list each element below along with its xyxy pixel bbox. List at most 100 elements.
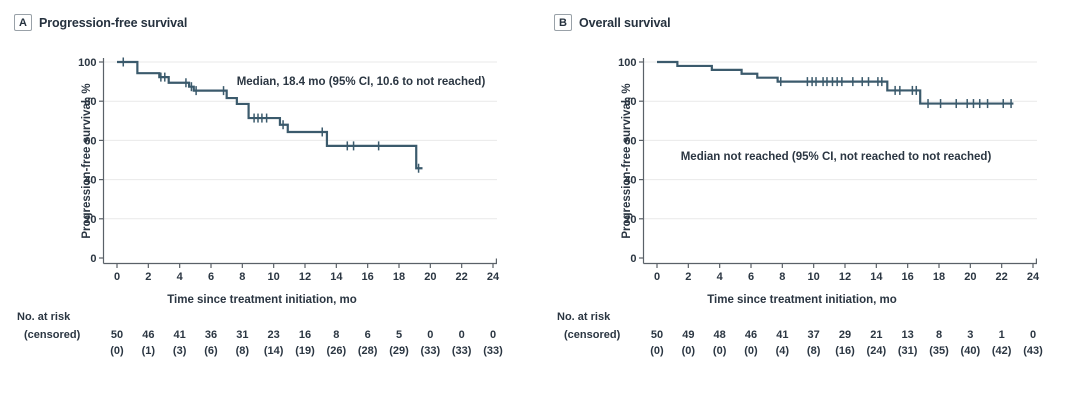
y-tick-label: 20 bbox=[84, 214, 96, 226]
x-tick-label: 6 bbox=[748, 271, 754, 283]
median-annotation: Median, 18.4 mo (95% CI, 10.6 to not rea… bbox=[237, 76, 486, 88]
at-risk-count: 41 bbox=[173, 329, 186, 341]
x-tick-label: 10 bbox=[808, 271, 820, 283]
censored-count: (31) bbox=[897, 345, 918, 357]
at-risk-count: 23 bbox=[267, 329, 280, 341]
y-tick-label: 100 bbox=[78, 57, 96, 69]
censored-count: (19) bbox=[295, 345, 315, 357]
at-risk-count: 13 bbox=[901, 329, 914, 341]
risk-table-subheader: (censored) bbox=[24, 329, 81, 341]
censored-count: (29) bbox=[389, 345, 409, 357]
x-tick-label: 16 bbox=[362, 271, 374, 283]
censored-count: (1) bbox=[141, 345, 156, 357]
y-tick-label: 60 bbox=[624, 135, 636, 147]
censored-count: (0) bbox=[681, 345, 696, 357]
censored-count: (0) bbox=[712, 345, 727, 357]
at-risk-count: 48 bbox=[713, 329, 726, 341]
censored-count: (26) bbox=[326, 345, 347, 357]
at-risk-count: 0 bbox=[427, 329, 434, 341]
censored-count: (8) bbox=[806, 345, 821, 357]
x-axis-title: Time since treatment initiation, mo bbox=[707, 294, 897, 306]
censored-count: (35) bbox=[929, 345, 949, 357]
at-risk-count: 46 bbox=[744, 329, 758, 341]
censored-count: (3) bbox=[172, 345, 187, 357]
y-axis-title: Progression-free survival, % bbox=[81, 83, 93, 238]
y-tick-label: 0 bbox=[90, 253, 96, 265]
at-risk-count: 0 bbox=[458, 329, 465, 341]
median-annotation: Median not reached (95% CI, not reached … bbox=[681, 151, 992, 163]
x-tick-label: 20 bbox=[964, 271, 976, 283]
panel-title: Progression-free survival bbox=[39, 15, 188, 30]
x-tick-label: 2 bbox=[145, 271, 151, 283]
at-risk-count: 5 bbox=[395, 329, 403, 341]
y-axis-title: Progression-free survival, % bbox=[621, 83, 633, 238]
x-tick-label: 8 bbox=[239, 271, 245, 283]
x-tick-label: 4 bbox=[717, 271, 724, 283]
at-risk-row: 50 49 48 46 41 37 29 21 13 8 3 1 0 bbox=[540, 329, 1080, 343]
panel-overall-survival: B Overall survival 0 20 40 60 80 100 0 2 4 6 8 10 12… bbox=[540, 0, 1080, 400]
censored-count: (28) bbox=[357, 345, 378, 357]
x-tick-label: 0 bbox=[114, 271, 120, 283]
y-tick-label: 80 bbox=[624, 96, 636, 108]
at-risk-count: 29 bbox=[838, 329, 852, 341]
panel-title: Overall survival bbox=[579, 15, 671, 30]
x-tick-label: 24 bbox=[487, 271, 500, 283]
x-tick-label: 6 bbox=[208, 271, 214, 283]
at-risk-count: 50 bbox=[110, 329, 124, 341]
panel-b-header: B Overall survival bbox=[554, 14, 671, 31]
panel-a-header: A Progression-free survival bbox=[14, 14, 187, 31]
censored-count: (16) bbox=[835, 345, 855, 357]
x-tick-label: 8 bbox=[779, 271, 785, 283]
survival-curve bbox=[657, 60, 1014, 105]
at-risk-count: 8 bbox=[935, 329, 943, 341]
censored-count: (43) bbox=[1023, 345, 1043, 357]
censored-count: (24) bbox=[866, 345, 887, 357]
x-tick-label: 10 bbox=[268, 271, 280, 283]
x-tick-label: 16 bbox=[902, 271, 914, 283]
x-tick-label: 4 bbox=[177, 271, 184, 283]
x-axis-title: Time since treatment initiation, mo bbox=[167, 294, 357, 306]
at-risk-count: 0 bbox=[489, 329, 497, 341]
censored-row: (0) (1) (3) (6) (8) (14) (19) (26) (28) (29) (33) (… bbox=[0, 345, 540, 359]
y-tick-label: 60 bbox=[84, 135, 96, 147]
censored-count: (42) bbox=[991, 345, 1012, 357]
at-risk-row: 50 46 41 36 31 23 16 8 6 5 0 0 0 bbox=[0, 329, 540, 343]
censored-count: (33) bbox=[451, 345, 472, 357]
censored-count: (8) bbox=[235, 345, 250, 357]
x-tick-label: 2 bbox=[685, 271, 691, 283]
censored-count: (14) bbox=[263, 345, 284, 357]
x-tick-label: 14 bbox=[870, 271, 883, 283]
at-risk-count: 8 bbox=[333, 329, 340, 341]
x-tick-label: 14 bbox=[330, 271, 343, 283]
at-risk-count: 6 bbox=[364, 329, 371, 341]
at-risk-count: 49 bbox=[682, 329, 695, 341]
at-risk-count: 16 bbox=[298, 329, 312, 341]
censored-count: (6) bbox=[204, 345, 218, 357]
x-tick-label: 12 bbox=[839, 271, 851, 283]
censored-count: (40) bbox=[960, 345, 981, 357]
at-risk-count: 36 bbox=[204, 329, 218, 341]
at-risk-count: 31 bbox=[236, 329, 249, 341]
at-risk-count: 0 bbox=[1029, 329, 1037, 341]
censored-count: (0) bbox=[744, 345, 758, 357]
y-tick-label: 100 bbox=[618, 57, 636, 69]
censored-count: (0) bbox=[650, 345, 664, 357]
x-tick-label: 0 bbox=[654, 271, 660, 283]
y-tick-label: 80 bbox=[84, 96, 96, 108]
censored-count: (4) bbox=[775, 345, 790, 357]
at-risk-count: 3 bbox=[967, 329, 974, 341]
x-tick-label: 22 bbox=[996, 271, 1008, 283]
censored-row: (0) (0) (0) (0) (4) (8) (16) (24) (31) (35) (40) (4… bbox=[540, 345, 1080, 359]
at-risk-count: 50 bbox=[650, 329, 664, 341]
at-risk-count: 46 bbox=[142, 329, 155, 341]
risk-table-header: No. at risk bbox=[17, 311, 71, 323]
censored-count: (0) bbox=[110, 345, 124, 357]
censored-count: (33) bbox=[483, 345, 503, 357]
y-tick-label: 0 bbox=[630, 253, 636, 265]
at-risk-count: 37 bbox=[807, 329, 820, 341]
risk-table-header: No. at risk bbox=[557, 311, 611, 323]
panel-letter-badge: B bbox=[554, 14, 572, 31]
